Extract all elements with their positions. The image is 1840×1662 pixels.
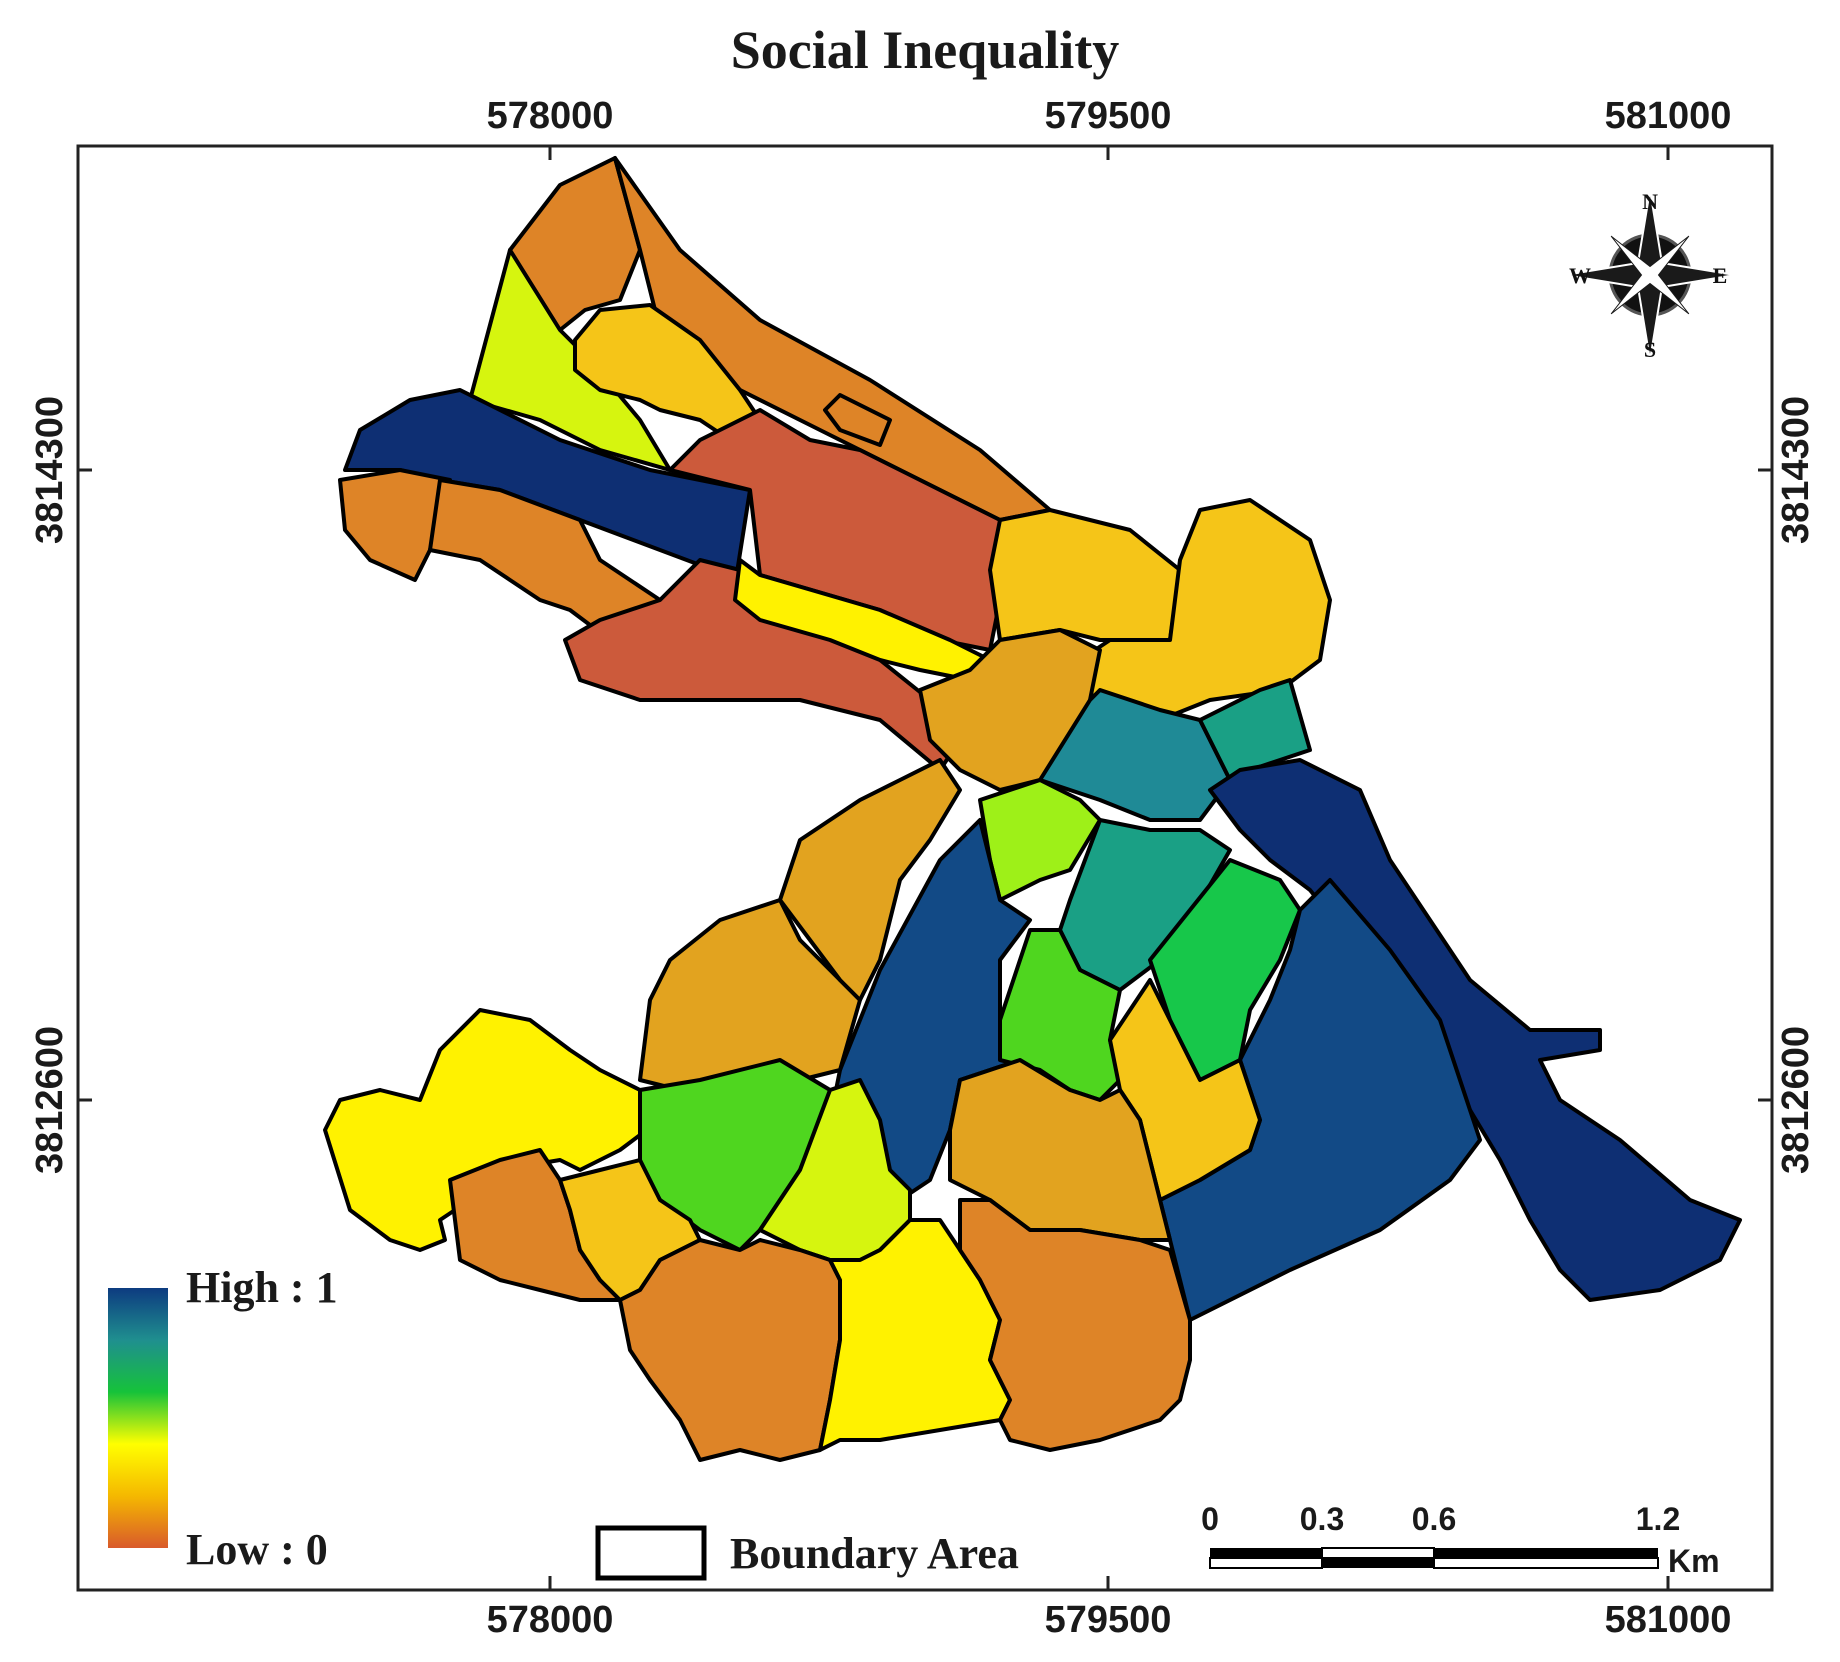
district-yellow-strip [733,558,992,682]
legend-boundary-label: Boundary Area [730,1529,1019,1578]
map-frame [76,144,1774,1592]
compass-rose: N S E W [1564,189,1736,362]
compass-north-label: N [1642,189,1658,214]
x-tick-top-2: 579500 [1045,95,1172,137]
district-gold-ne-b [1078,498,1332,722]
y-tick-right-1: 3814300 [1775,396,1817,544]
x-tick-bottom-2: 579500 [1045,1599,1172,1641]
district-orange-left-b [778,758,962,1002]
scale-label-3: 1.2 [1636,1501,1680,1537]
compass-south-label: S [1644,337,1656,362]
x-tick-top-3: 581000 [1605,95,1732,137]
district-north-small [823,393,892,447]
district-green-small [998,928,1122,1102]
compass-west-label: W [1569,263,1591,288]
x-tick-bottom-3: 581000 [1605,1599,1732,1641]
y-tick-left-1: 3814300 [29,396,71,544]
scale-label-0: 0 [1201,1501,1219,1537]
y-tick-left-2: 3812600 [29,1026,71,1174]
scale-label-2: 0.6 [1412,1501,1456,1537]
district-polygons [323,156,1742,1462]
legend-low-label: Low : 0 [186,1525,328,1574]
district-gold-ne-a [988,508,1182,642]
compass-east-label: E [1713,263,1728,288]
y-tick-right-2: 3812600 [1775,1026,1817,1174]
x-tick-bottom-1: 578000 [487,1599,614,1641]
legend-boundary-swatch [595,1525,707,1581]
scale-unit: Km [1668,1543,1720,1579]
frame-tick-marks [78,146,1772,1590]
legend-high-label: High : 1 [186,1263,338,1312]
district-orange-south-east [958,1198,1192,1452]
scale-label-1: 0.3 [1300,1501,1344,1537]
x-tick-top-1: 578000 [487,95,614,137]
map-title: Social Inequality [731,20,1120,80]
district-orange-south [618,1238,842,1462]
scale-bar: 0 0.3 0.6 1.2 Km [1201,1501,1719,1579]
legend-color-ramp [108,1288,168,1548]
